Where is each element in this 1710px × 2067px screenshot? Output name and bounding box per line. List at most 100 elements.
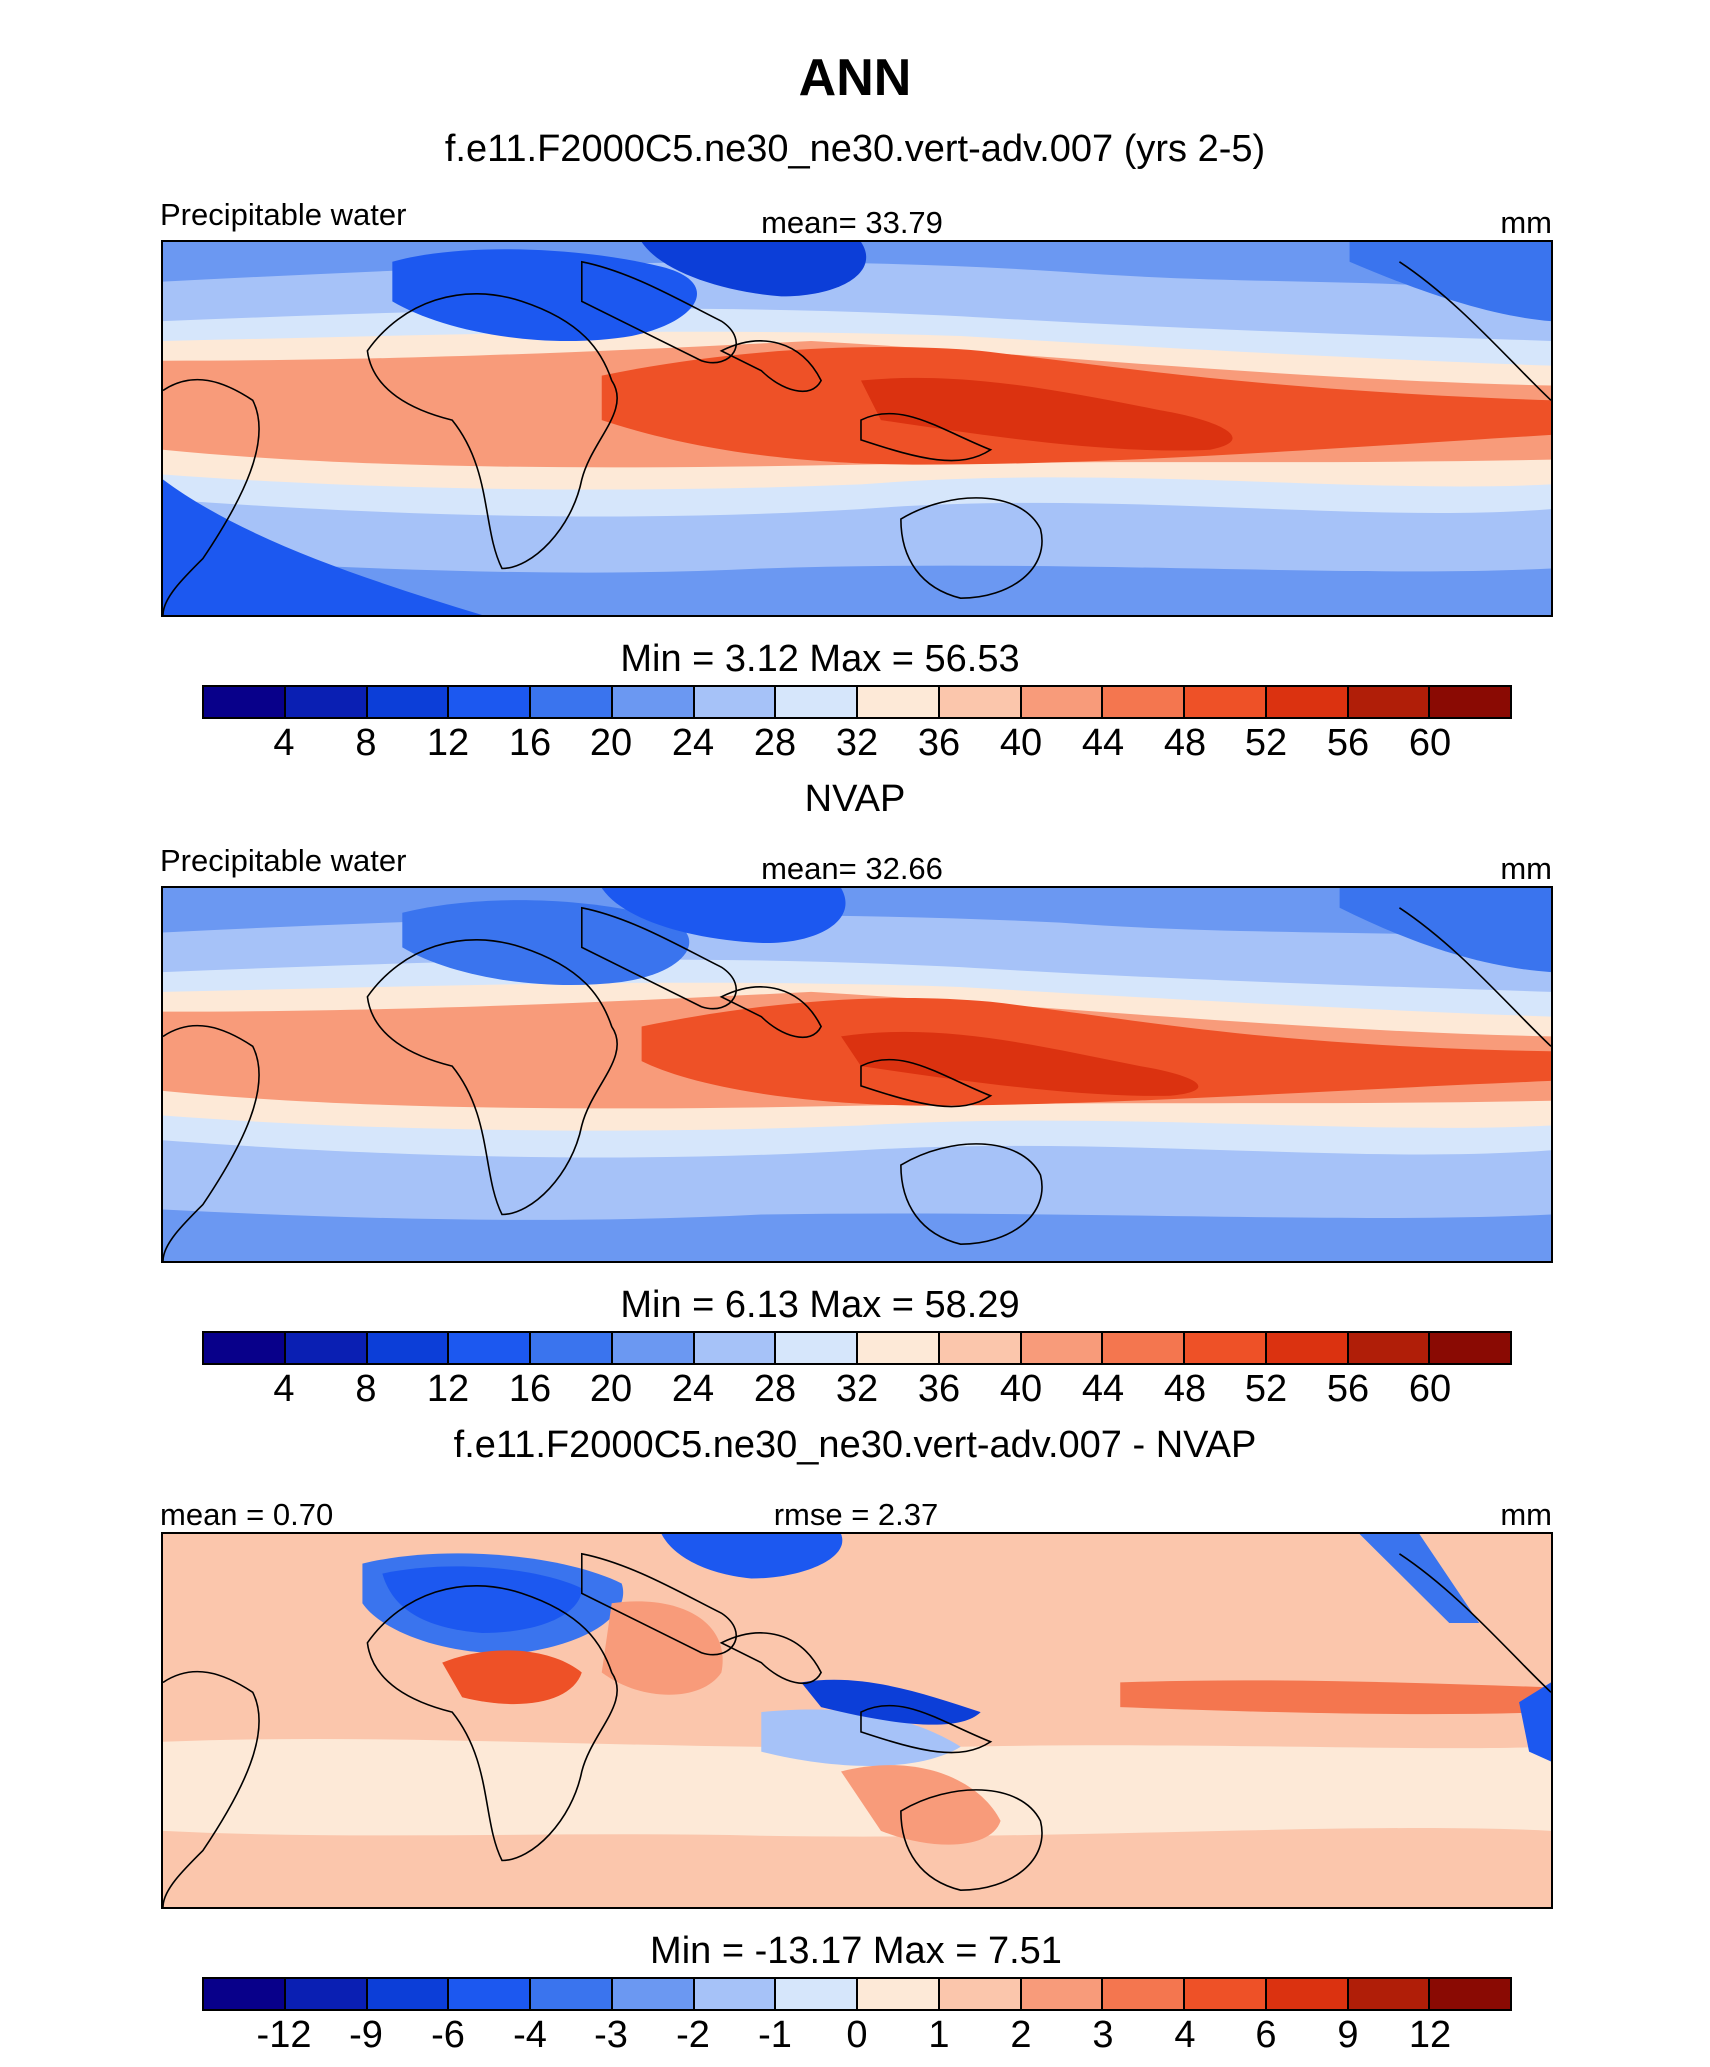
colorbar-swatch bbox=[285, 687, 368, 717]
panel1-mean-label: mean= 33.79 bbox=[761, 205, 943, 240]
panel2-field-band bbox=[1339, 888, 1551, 973]
colorbar-swatch bbox=[694, 687, 777, 717]
colorbar-swatch bbox=[1185, 1333, 1267, 1363]
colorbar-tick-label: 20 bbox=[589, 1368, 633, 1410]
colorbar-swatch bbox=[531, 687, 613, 717]
colorbar-tick-label: 36 bbox=[917, 1368, 961, 1410]
panel2-mean-label: mean= 32.66 bbox=[761, 851, 943, 886]
colorbar-tick-label: 28 bbox=[753, 1368, 797, 1410]
panel3-field-band bbox=[1359, 1534, 1480, 1624]
panel3-units-label: mm bbox=[1500, 1497, 1552, 1532]
colorbar-swatch bbox=[1430, 1979, 1510, 2009]
colorbar-swatch bbox=[939, 1333, 1022, 1363]
panel3-coastlines bbox=[163, 1552, 1551, 1907]
colorbar-swatch bbox=[1185, 687, 1267, 717]
colorbar-swatch bbox=[776, 687, 858, 717]
panel3-mean-label: mean = 0.70 bbox=[160, 1497, 334, 1532]
colorbar-swatch bbox=[204, 1333, 286, 1363]
colorbar-tick-label: 16 bbox=[508, 722, 552, 764]
colorbar-tick-label: -3 bbox=[594, 2014, 628, 2056]
panel2-variable-label: Precipitable water bbox=[160, 843, 407, 878]
colorbar-tick-label: 8 bbox=[355, 722, 377, 764]
colorbar-tick-label: -4 bbox=[513, 2014, 547, 2056]
colorbar-swatch bbox=[367, 687, 450, 717]
colorbar-swatch bbox=[1430, 687, 1510, 717]
panel3-field-band bbox=[661, 1534, 843, 1579]
colorbar-tick-label: 52 bbox=[1244, 1368, 1288, 1410]
colorbar-tick-label: 0 bbox=[846, 2014, 868, 2056]
colorbar-tick-label: 44 bbox=[1081, 1368, 1125, 1410]
panel3-field-band bbox=[442, 1650, 582, 1705]
colorbar-swatch bbox=[1266, 1979, 1349, 2009]
colorbar-swatch bbox=[285, 1979, 368, 2009]
colorbar-swatch bbox=[1103, 1333, 1185, 1363]
panel3-field-band bbox=[601, 1601, 723, 1695]
colorbar-tick-label: 24 bbox=[671, 722, 715, 764]
panel3-field-band bbox=[841, 1765, 1001, 1845]
colorbar-tick-label: 48 bbox=[1163, 1368, 1207, 1410]
panel2-field-band bbox=[402, 900, 690, 986]
colorbar-tick-label: 8 bbox=[355, 1368, 377, 1410]
colorbar-tick-label: 32 bbox=[835, 722, 879, 764]
panel3-field-band bbox=[1120, 1680, 1551, 1715]
panel1-title: f.e11.F2000C5.ne30_ne30.vert-adv.007 (yr… bbox=[444, 128, 1266, 170]
colorbar-tick-label: 56 bbox=[1326, 1368, 1370, 1410]
colorbar-swatch bbox=[1103, 1979, 1185, 2009]
panel3-field-band bbox=[382, 1566, 582, 1633]
panel2-colorbar bbox=[202, 1331, 1512, 1365]
panel3-map-plot bbox=[163, 1534, 1551, 1907]
colorbar-tick-label: 32 bbox=[835, 1368, 879, 1410]
panel3-colorbar bbox=[202, 1977, 1512, 2011]
panel2-map-plot bbox=[163, 888, 1551, 1261]
panel3-field-band bbox=[761, 1709, 961, 1766]
colorbar-swatch bbox=[1266, 687, 1349, 717]
panel3-field-band bbox=[801, 1679, 981, 1725]
panel2-field-band bbox=[601, 888, 846, 944]
colorbar-swatch bbox=[612, 1979, 695, 2009]
panel2-field-band bbox=[641, 997, 1551, 1106]
colorbar-swatch bbox=[858, 1979, 940, 2009]
colorbar-tick-label: 48 bbox=[1163, 722, 1207, 764]
colorbar-swatch bbox=[367, 1979, 450, 2009]
colorbar-tick-label: 56 bbox=[1326, 722, 1370, 764]
panel2-coastlines bbox=[163, 906, 1551, 1261]
panel2-field-band bbox=[841, 1031, 1199, 1096]
colorbar-swatch bbox=[1021, 1333, 1104, 1363]
colorbar-swatch bbox=[1185, 1979, 1267, 2009]
colorbar-tick-label: 60 bbox=[1408, 1368, 1452, 1410]
colorbar-tick-label: 60 bbox=[1408, 722, 1452, 764]
colorbar-swatch bbox=[1021, 1979, 1104, 2009]
colorbar-tick-label: -2 bbox=[676, 2014, 710, 2056]
panel1-colorbar bbox=[202, 685, 1512, 719]
colorbar-swatch bbox=[1430, 1333, 1510, 1363]
colorbar-tick-label: 1 bbox=[928, 2014, 950, 2056]
colorbar-tick-label: 4 bbox=[273, 722, 295, 764]
panel3-minmax: Min = -13.17 Max = 7.51 bbox=[650, 1930, 1062, 1972]
colorbar-tick-label: -6 bbox=[431, 2014, 465, 2056]
panel1-field-band bbox=[860, 377, 1233, 451]
colorbar-tick-label: 36 bbox=[917, 722, 961, 764]
colorbar-swatch bbox=[612, 687, 695, 717]
colorbar-swatch bbox=[449, 1979, 531, 2009]
colorbar-tick-label: -12 bbox=[256, 2014, 312, 2056]
panel1-field-band bbox=[163, 479, 483, 615]
colorbar-tick-label: 2 bbox=[1010, 2014, 1032, 2056]
colorbar-swatch bbox=[1348, 687, 1431, 717]
colorbar-swatch bbox=[939, 687, 1022, 717]
colorbar-tick-label: 3 bbox=[1092, 2014, 1114, 2056]
panel1-coastlines bbox=[163, 260, 1551, 615]
panel2-title: NVAP bbox=[804, 778, 906, 820]
colorbar-tick-label: -1 bbox=[758, 2014, 792, 2056]
colorbar-tick-label: 4 bbox=[273, 1368, 295, 1410]
panel1-field-band bbox=[392, 249, 697, 342]
colorbar-swatch bbox=[776, 1979, 858, 2009]
colorbar-swatch bbox=[1348, 1979, 1431, 2009]
colorbar-swatch bbox=[531, 1333, 613, 1363]
panel1-map-plot bbox=[163, 242, 1551, 615]
panel1-minmax: Min = 3.12 Max = 56.53 bbox=[620, 638, 1020, 680]
panel3-title: f.e11.F2000C5.ne30_ne30.vert-adv.007 - N… bbox=[453, 1424, 1257, 1466]
colorbar-swatch bbox=[204, 1979, 286, 2009]
colorbar-swatch bbox=[858, 1333, 940, 1363]
colorbar-tick-label: 9 bbox=[1337, 2014, 1359, 2056]
colorbar-tick-label: 44 bbox=[1081, 722, 1125, 764]
